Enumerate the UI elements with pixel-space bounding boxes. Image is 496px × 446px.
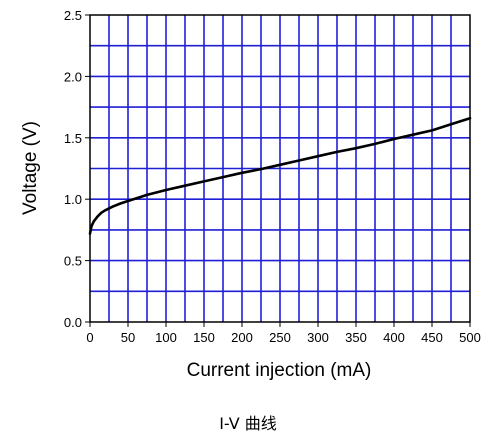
x-tick-label: 200	[231, 330, 253, 345]
iv-curve-line	[88, 116, 472, 235]
ticks: 0 50 100 150 200 250 300 350 400 450 500 0.0 0.5 1.0 1…	[64, 8, 481, 345]
x-tick-label: 100	[155, 330, 177, 345]
figure-caption: I-V 曲线	[219, 414, 277, 433]
series	[88, 116, 472, 235]
x-tick-label: 500	[459, 330, 481, 345]
y-tick-label: 1.0	[64, 192, 82, 207]
x-tick-label: 350	[345, 330, 367, 345]
y-tick-label: 0.0	[64, 315, 82, 330]
plot-frame	[89, 14, 471, 323]
x-tick-label: 400	[383, 330, 405, 345]
y-axis-label: Voltage (V)	[20, 121, 41, 215]
y-tick-label: 2.5	[64, 8, 82, 23]
x-tick-label: 300	[307, 330, 329, 345]
y-tick-label: 2.0	[64, 69, 82, 84]
x-axis-label: Current injection (mA)	[187, 360, 372, 381]
x-tick-label: 50	[121, 330, 135, 345]
y-tick-label: 1.5	[64, 131, 82, 146]
grid	[90, 15, 470, 322]
x-tick-label: 450	[421, 330, 443, 345]
x-tick-label: 250	[269, 330, 291, 345]
y-tick-label: 0.5	[64, 254, 82, 269]
x-tick-label: 0	[86, 330, 93, 345]
x-tick-label: 150	[193, 330, 215, 345]
